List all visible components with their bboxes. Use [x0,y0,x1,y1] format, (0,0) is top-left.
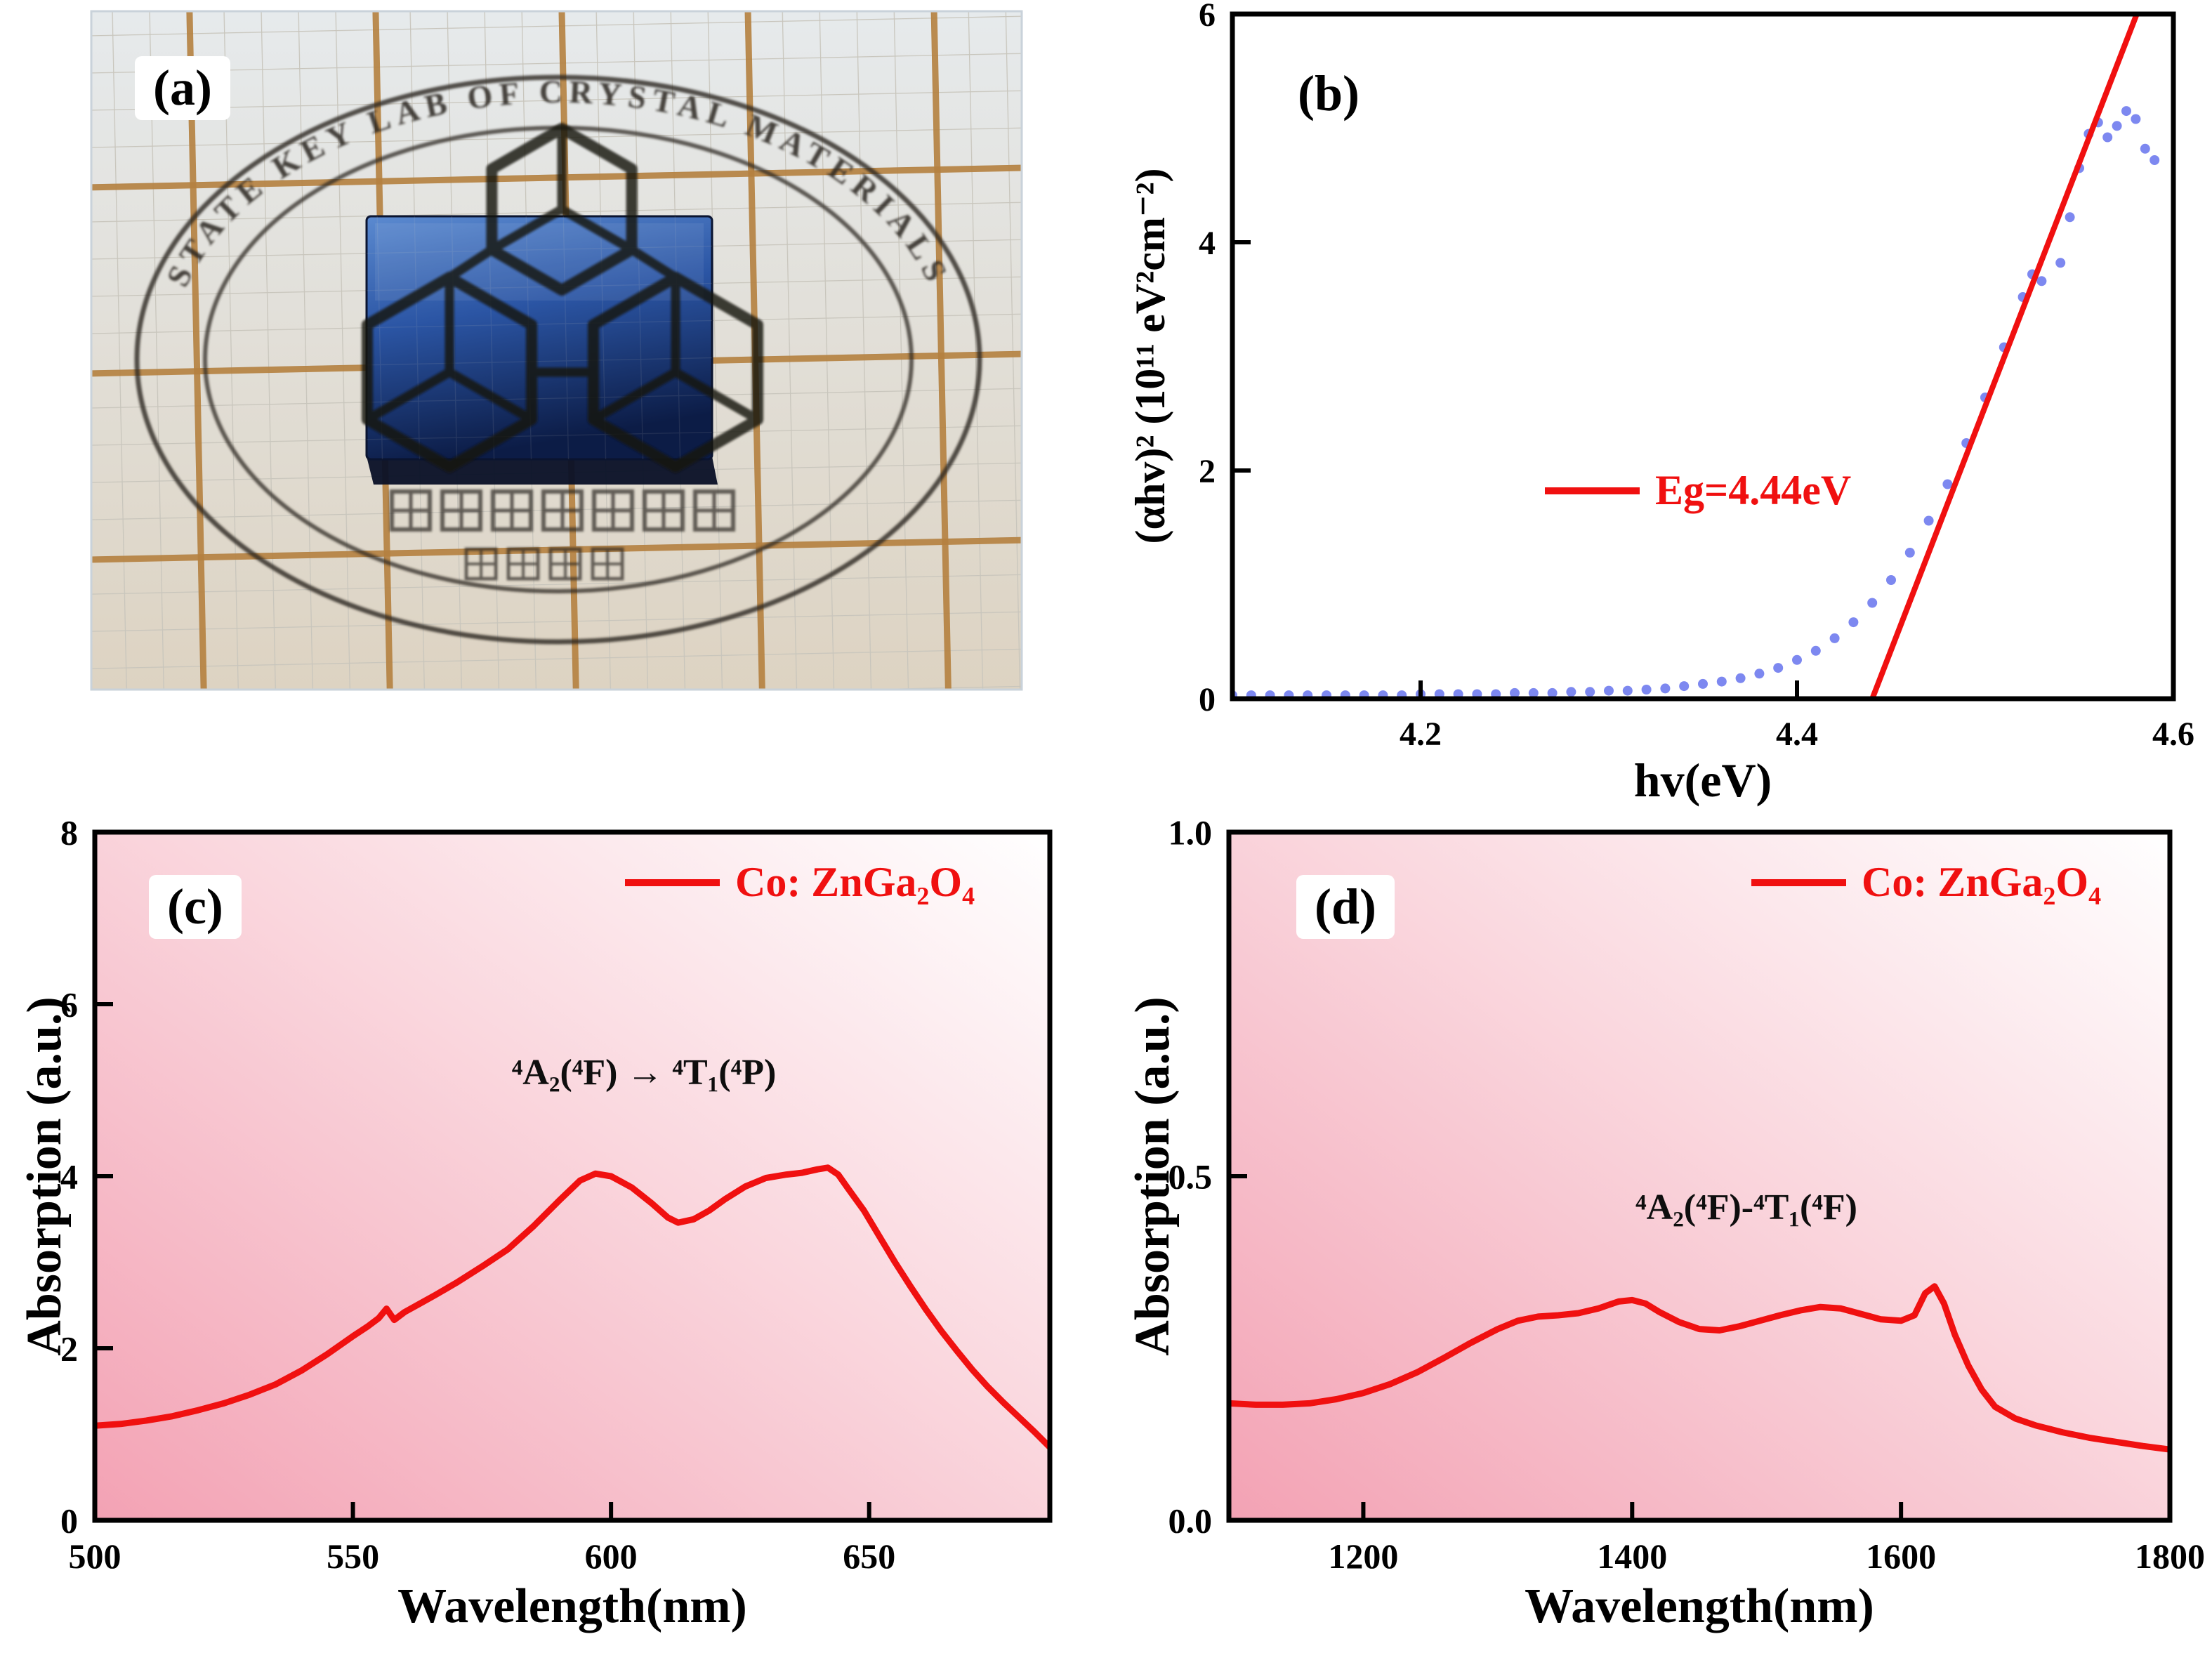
svg-text:2: 2 [1199,453,1216,490]
series-group [1232,14,2160,699]
tick-labels: 500 550 600 650 0 2 4 6 8 [60,813,895,1576]
svg-text:6: 6 [1199,0,1216,34]
svg-text:1400: 1400 [1597,1536,1667,1576]
d-y-axis-label: Absorption (a.u.) [1126,996,1180,1356]
tauc-plot: 4.2 4.4 4.6 0 2 4 6 [1199,0,2194,753]
tick-labels: 1200 1400 1600 1800 0.0 0.5 1.0 [1168,813,2206,1576]
c-y-axis-label: Absorption (a.u.) [18,996,72,1356]
b-x-axis-label: hv(eV) [1633,753,1772,807]
svg-text:0.5: 0.5 [1168,1157,1213,1197]
svg-text:6: 6 [60,985,78,1025]
svg-text:0: 0 [60,1501,78,1541]
svg-text:2: 2 [60,1329,78,1369]
series-visible-absorption [95,1164,1050,1451]
c-x-axis-label: Wavelength(nm) [397,1579,747,1633]
stamp-logo [362,123,763,473]
svg-text:1800: 1800 [2135,1536,2205,1576]
logo-hexagon-right [588,272,763,473]
photo: STATE KEY LAB OF CRYSTAL MATERIALS [90,10,1023,691]
svg-text:550: 550 [327,1536,379,1576]
visible-absorption-chart: 500 550 600 650 0 2 4 6 8 [60,813,1053,1576]
series-group [95,1164,1050,1451]
svg-text:4.6: 4.6 [2152,716,2194,753]
plot-background [1229,832,2170,1520]
svg-text:4: 4 [60,1157,78,1197]
panel-label-b: (b) [1279,62,1378,126]
panel-label-c: (c) [149,875,242,940]
series-tauc-data [1232,106,2160,699]
fit-line-swatch [1545,487,1640,494]
c-series-label: Co: ZnGa₂O₄ [735,859,975,905]
tick-marks [93,830,871,1522]
series-nir-absorption [1229,1283,2170,1453]
series-linear-fit [1869,14,2140,699]
photo-panel: STATE KEY LAB OF CRYSTAL MATERIALS [90,10,1023,691]
svg-text:1.0: 1.0 [1168,813,1213,853]
svg-text:4: 4 [1199,225,1216,262]
svg-text:0.0: 0.0 [1168,1501,1213,1541]
logo-hexagon-top-inner [487,124,637,254]
series-group [1229,1283,2170,1453]
svg-text:4.4: 4.4 [1776,716,1818,753]
photo-border [90,10,1023,691]
d-series-label: Co: ZnGa₂O₄ [1862,859,2102,905]
plot-background [95,832,1050,1520]
logo-hexagon-left-inner [362,272,536,424]
logo-hexagon-right-inner [588,272,763,424]
svg-text:1200: 1200 [1328,1536,1398,1576]
b-y-axis-label: (αhv)² (10¹¹ eV²cm⁻²) [1127,168,1173,544]
svg-text:650: 650 [843,1536,895,1576]
logo-hexagon-left [362,272,537,473]
c-transition-annotation: ⁴A₂(⁴F) → ⁴T₁(⁴P) [511,1053,777,1093]
panel-label-d: (d) [1296,875,1395,940]
svg-text:4.2: 4.2 [1400,716,1442,753]
svg-text:8: 8 [60,813,78,853]
b-bandgap-legend: Eg=4.44eV [1545,466,1851,515]
logo-hexagon-top [486,123,638,296]
logo-connectors [445,245,680,377]
svg-text:0: 0 [1199,681,1216,718]
bandgap-value-label: Eg=4.44eV [1655,467,1852,513]
d-series-legend: Co: ZnGa₂O₄ [1751,858,2101,907]
d-x-axis-label: Wavelength(nm) [1525,1579,1874,1633]
d-transition-annotation: ⁴A₂(⁴F)-⁴T₁(⁴F) [1635,1187,1857,1227]
nir-absorption-chart: 1200 1400 1600 1800 0.0 0.5 1.0 [1168,813,2206,1576]
svg-text:500: 500 [69,1536,121,1576]
c-series-swatch [625,878,720,886]
tick-labels: 4.2 4.4 4.6 0 2 4 6 [1199,0,2194,753]
c-series-legend: Co: ZnGa₂O₄ [625,858,975,907]
axes-box [1230,11,2176,702]
stamp-outer-ring [134,74,982,645]
d-series-swatch [1751,878,1846,886]
svg-text:1600: 1600 [1866,1536,1936,1576]
panel-label-a: (a) [135,56,230,121]
crystal-grid-reflection [367,216,712,459]
tick-marks [1232,12,2175,701]
tick-marks [1229,830,2172,1522]
svg-text:600: 600 [585,1536,638,1576]
